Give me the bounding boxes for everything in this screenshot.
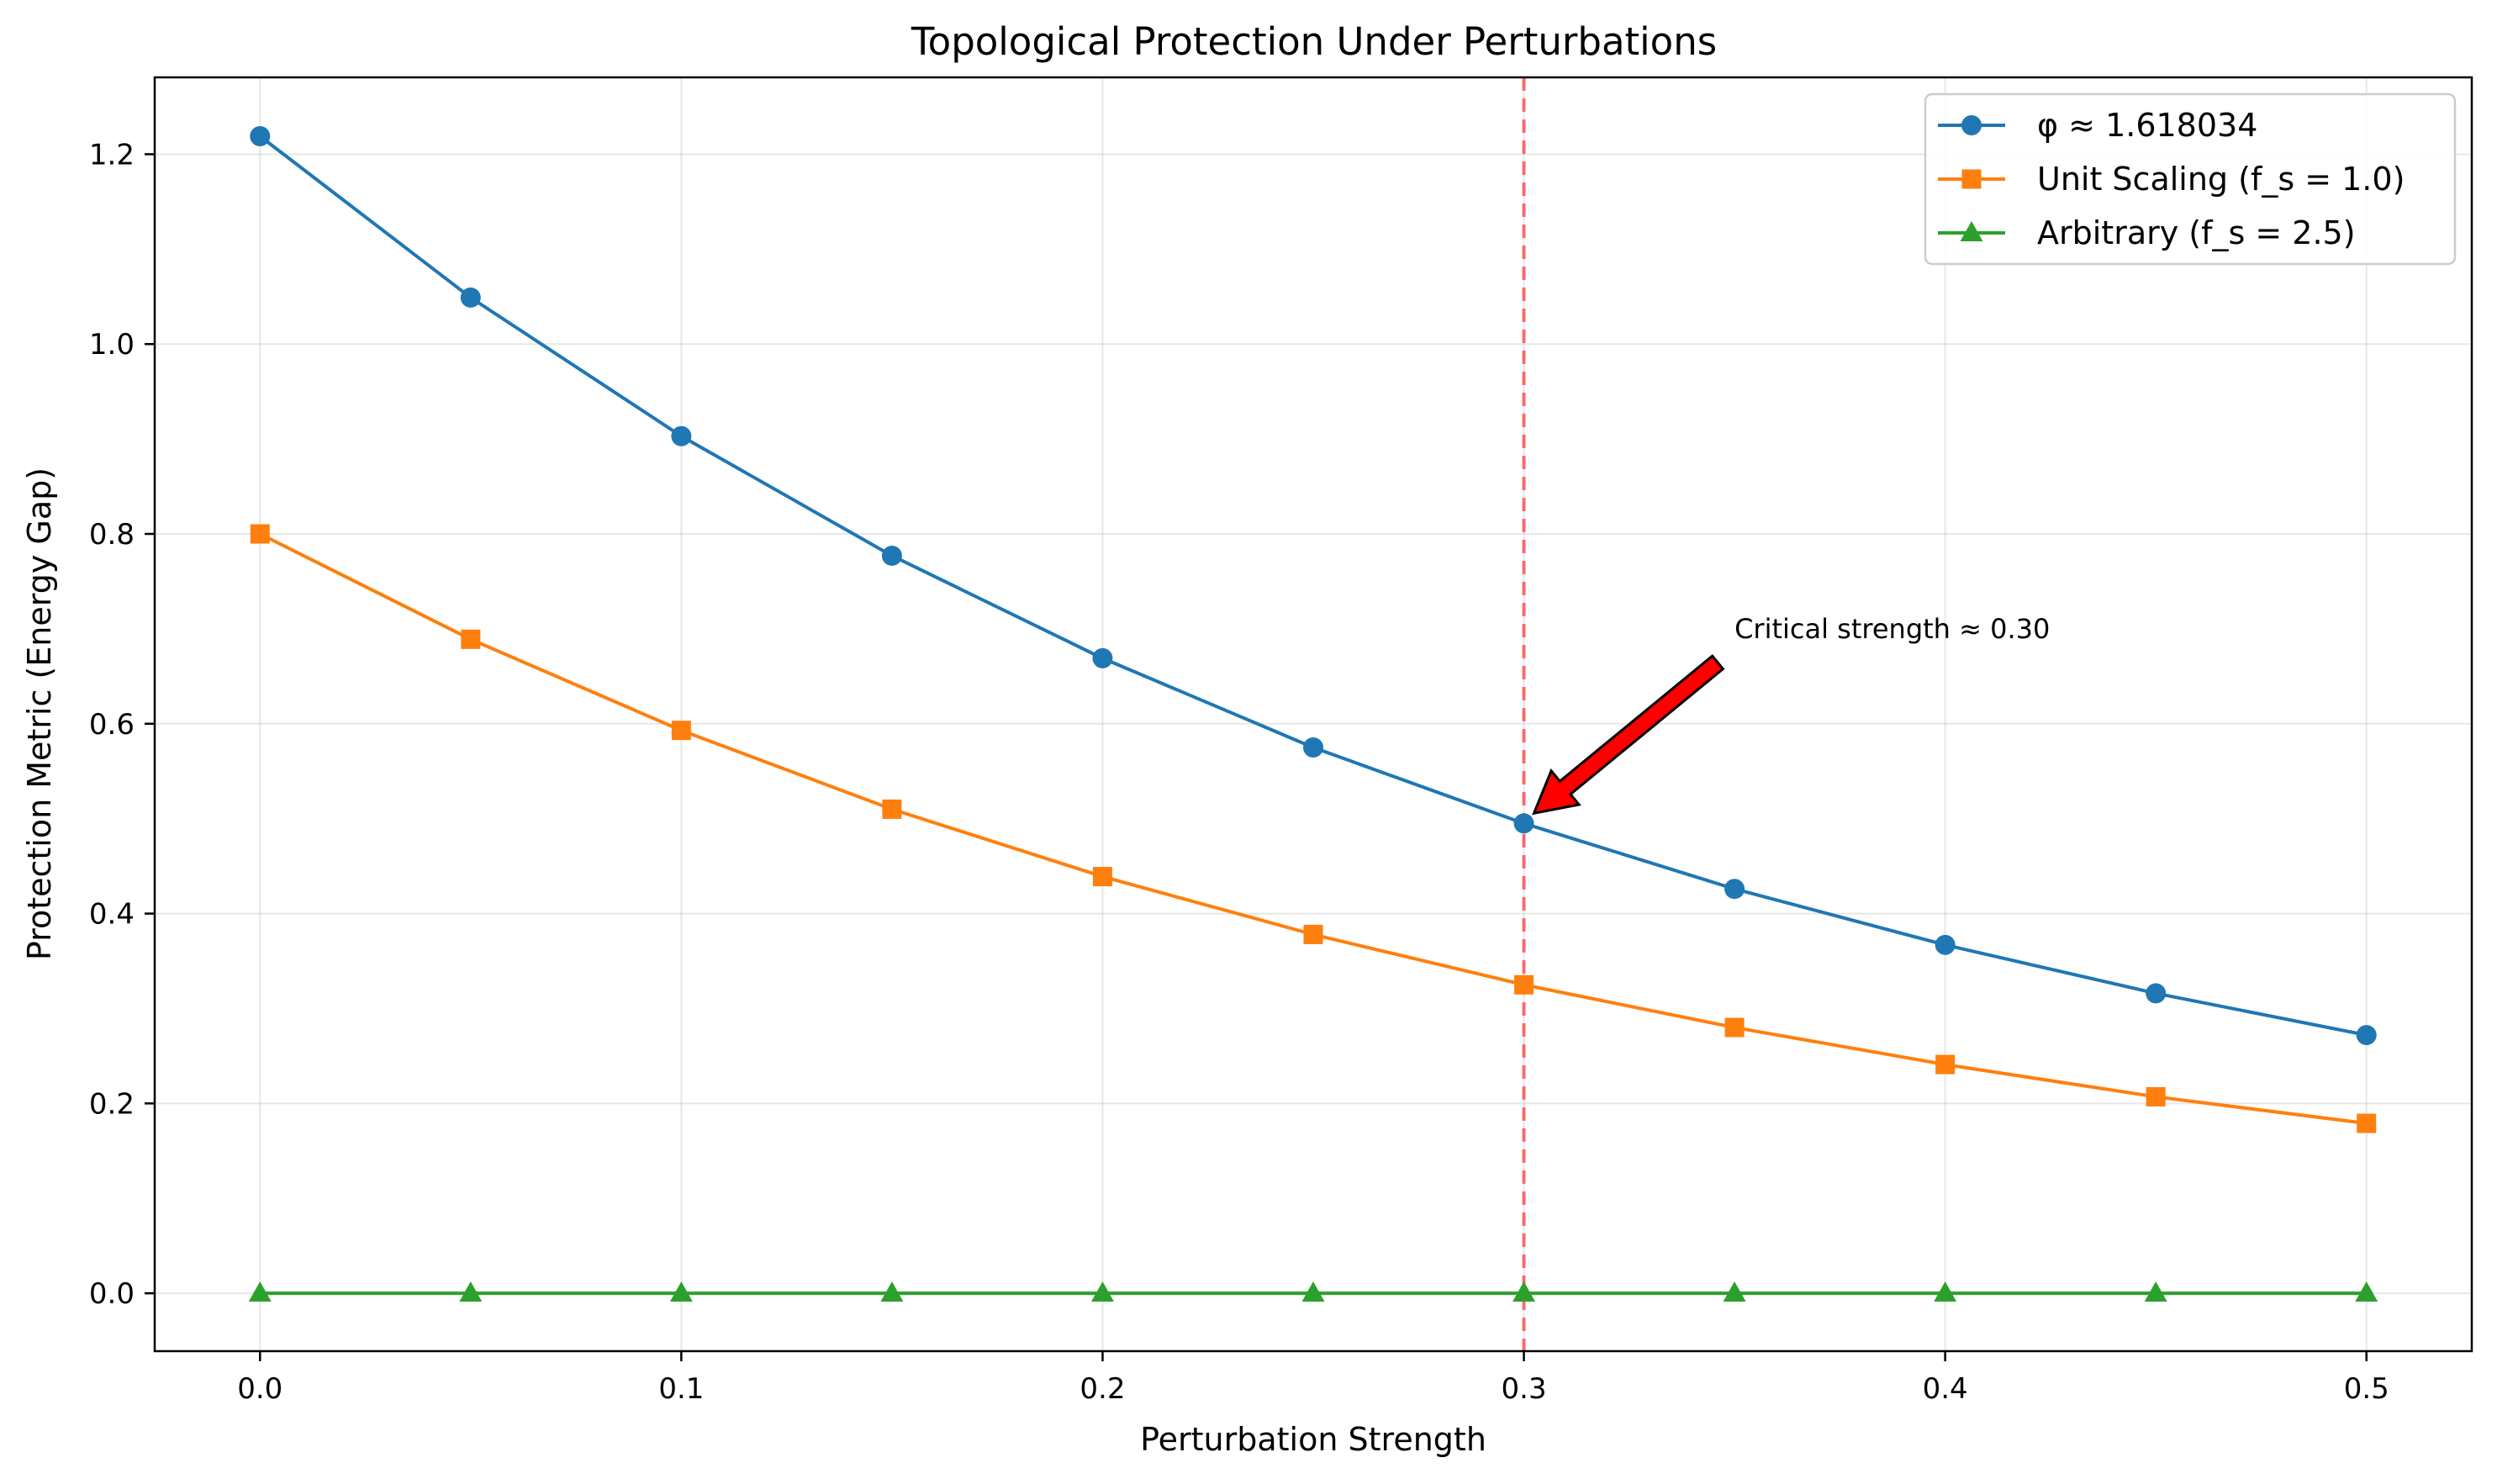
series-0-point-8 [1935, 934, 1956, 955]
x-axis-title: Perturbation Strength [1140, 1421, 1486, 1458]
y-tick-label-6: 1.2 [89, 138, 135, 172]
series-2-point-5 [1301, 1281, 1325, 1302]
series-0-point-3 [881, 545, 902, 566]
series-0-point-10 [2356, 1025, 2377, 1046]
y-tick-label-3: 0.6 [89, 708, 135, 742]
legend-marker-0 [1961, 115, 1982, 135]
series-2-point-9 [2144, 1281, 2167, 1302]
x-tick-label-1: 0.1 [658, 1372, 704, 1406]
series-0-point-7 [1724, 879, 1745, 900]
y-tick-label-5: 1.0 [89, 328, 135, 362]
series-1-point-0 [250, 524, 270, 544]
series-1-point-2 [671, 721, 691, 741]
y-axis: 0.0 0.2 0.4 0.6 0.8 1.0 1.2 [89, 138, 155, 1311]
series-2-point-1 [459, 1281, 483, 1302]
series-0-point-5 [1303, 737, 1323, 758]
y-tick-label-1: 0.2 [89, 1087, 135, 1121]
series-0-point-6 [1513, 813, 1534, 834]
series-0-point-1 [460, 287, 481, 308]
series-0-point-0 [250, 125, 271, 146]
series-2-point-4 [1090, 1281, 1114, 1302]
annotation-arrow [1532, 654, 1725, 816]
legend-marker-2 [1960, 221, 1983, 241]
chart-title: Topological Protection Under Perturbatio… [911, 19, 1717, 64]
x-axis: 0.0 0.1 0.2 0.3 0.4 0.5 [237, 1351, 2389, 1406]
series-0-point-4 [1092, 647, 1113, 668]
series-2-point-2 [669, 1281, 693, 1302]
series-2-point-3 [880, 1281, 904, 1302]
legend-label-1: Unit Scaling (f_s = 1.0) [2037, 161, 2405, 198]
x-tick-label-3: 0.3 [1502, 1372, 1547, 1406]
series-0-point-9 [2146, 983, 2167, 1004]
series-1-point-9 [2146, 1086, 2166, 1106]
series-markers [248, 125, 2378, 1302]
series-1-point-4 [1092, 867, 1112, 887]
plot-frame [153, 76, 2473, 1353]
legend-marker-1 [1961, 169, 1982, 189]
series-2-point-8 [1934, 1281, 1957, 1302]
series-1-point-1 [461, 629, 481, 649]
x-tick-label-4: 0.4 [1923, 1372, 1968, 1406]
annotation-label: Critical strength ≈ 0.30 [1734, 613, 2050, 645]
y-axis-title: Protection Metric (Energy Gap) [21, 467, 58, 960]
x-tick-label-0: 0.0 [237, 1372, 282, 1406]
legend-box [1924, 92, 2457, 266]
series-2-point-7 [1723, 1281, 1746, 1302]
y-tick-label-0: 0.0 [89, 1277, 135, 1311]
x-tick-label-2: 0.2 [1080, 1372, 1125, 1406]
series-1-point-7 [1724, 1017, 1745, 1038]
y-tick-label-4: 0.8 [89, 518, 135, 552]
series-1-point-5 [1303, 924, 1323, 944]
legend-label-2: Arbitrary (f_s = 2.5) [2037, 214, 2356, 251]
x-tick-label-5: 0.5 [2344, 1372, 2389, 1406]
series-2-point-0 [248, 1281, 272, 1302]
legend-label-0: φ ≈ 1.618034 [2037, 107, 2257, 144]
series-1-point-6 [1514, 974, 1534, 995]
plot-area [155, 77, 2472, 1351]
y-tick-label-2: 0.4 [89, 898, 135, 932]
series-2-point-6 [1512, 1281, 1536, 1302]
series-2-point-10 [2355, 1281, 2378, 1302]
legend: φ ≈ 1.618034 Unit Scaling (f_s = 1.0) Arbi… [1924, 92, 2457, 266]
series-1-point-10 [2357, 1113, 2377, 1133]
annotation: Critical strength ≈ 0.30 [1532, 613, 2050, 816]
series-0-point-2 [671, 425, 692, 446]
series-1-point-3 [882, 799, 902, 819]
series-1-point-8 [1935, 1054, 1956, 1075]
